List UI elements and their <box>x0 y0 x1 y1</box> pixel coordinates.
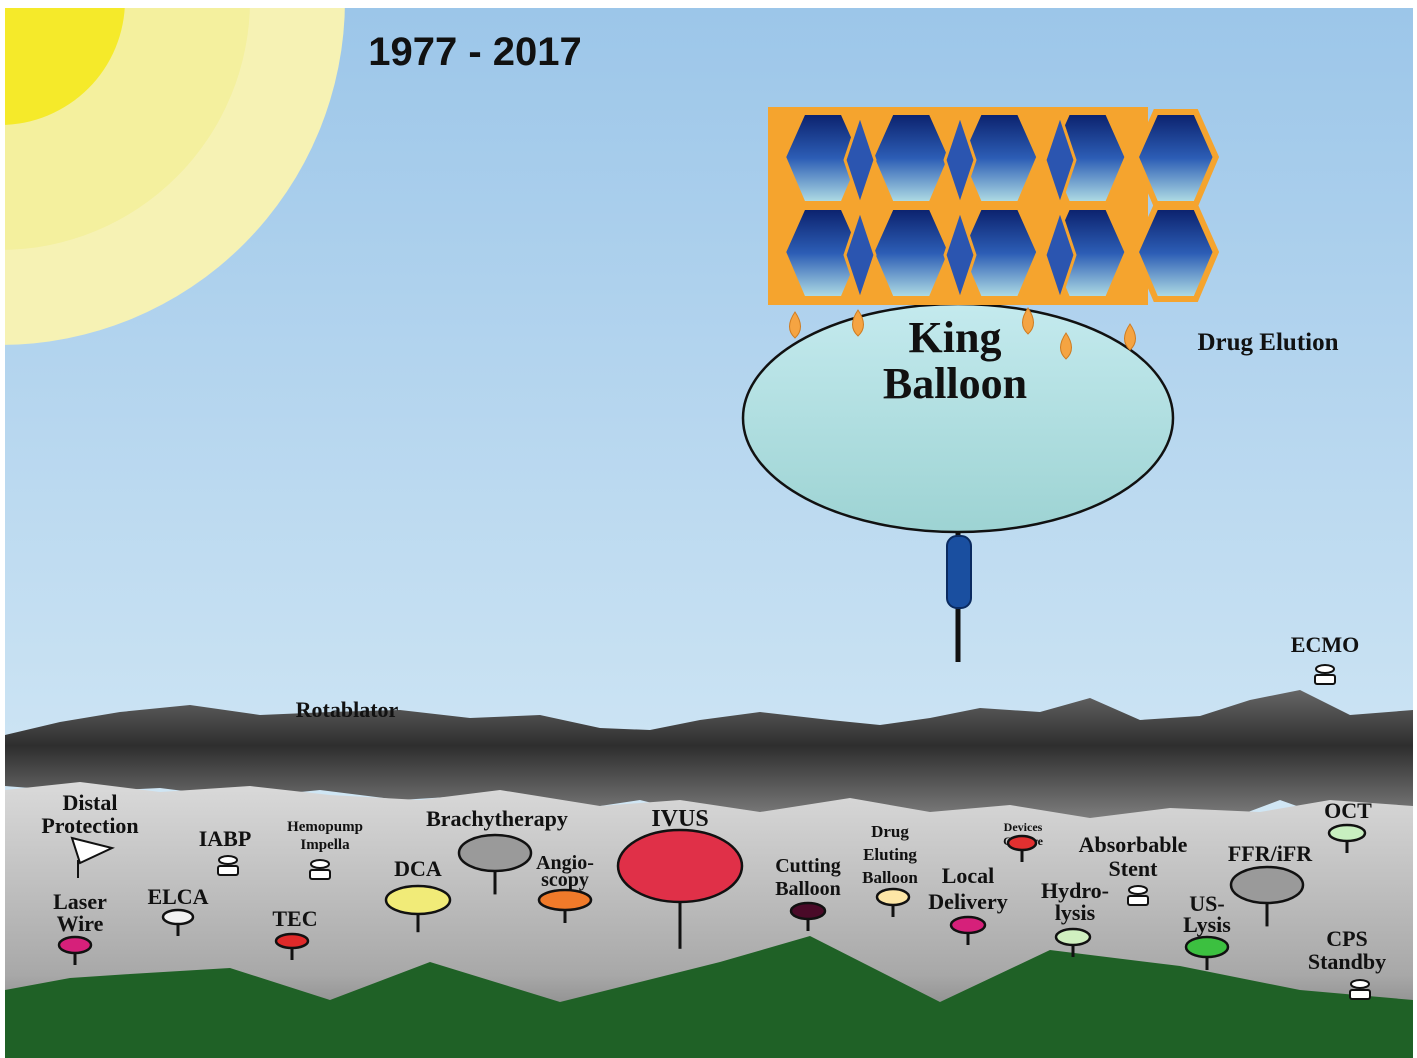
device-balloon <box>1231 867 1303 903</box>
device-label: ECMO <box>1291 632 1359 657</box>
device-label: lysis <box>1055 900 1096 925</box>
device-label: Lysis <box>1183 912 1231 937</box>
device-label: Brachytherapy <box>426 806 568 831</box>
device-label: Hemopump <box>287 819 363 835</box>
stent-cell <box>871 207 951 299</box>
device-balloon <box>1329 825 1365 841</box>
device-balloon <box>459 835 531 871</box>
illustration: 1977 - 2017 King Balloon Drug Elution Ro… <box>0 0 1417 1058</box>
border <box>0 0 5 1058</box>
device-balloon <box>276 934 308 948</box>
border <box>0 0 1417 8</box>
device-console <box>218 866 238 875</box>
device-label: Stent <box>1109 856 1159 881</box>
device-label: TEC <box>272 906 317 931</box>
device-console <box>1315 675 1335 684</box>
device-balloon <box>1351 980 1369 988</box>
device-balloon <box>59 937 91 953</box>
device-label: scopy <box>541 869 589 891</box>
device-balloon <box>1056 929 1090 945</box>
device-balloon <box>1129 886 1147 894</box>
device-balloon <box>1008 836 1036 850</box>
device-balloon <box>219 856 237 864</box>
device-balloon <box>618 830 742 902</box>
device-balloon <box>1186 937 1228 957</box>
balloon-label: King <box>909 313 1002 362</box>
device-label: Eluting <box>863 845 917 864</box>
device-label: IVUS <box>651 806 708 832</box>
device-balloon <box>791 903 825 919</box>
device-label: DCA <box>394 856 442 881</box>
device-label: Distal <box>63 790 118 815</box>
stent-cell <box>1136 112 1216 204</box>
device-console <box>310 870 330 879</box>
device-label: FFR/iFR <box>1228 841 1313 866</box>
device-label: OCT <box>1324 798 1372 823</box>
device-label: Rotablator <box>296 697 399 722</box>
device-label: Balloon <box>862 868 918 887</box>
device-label: Balloon <box>775 878 841 900</box>
device-balloon <box>163 910 193 924</box>
device-balloon <box>877 889 909 905</box>
device-label: ELCA <box>147 884 208 909</box>
device-label: Drug <box>871 822 909 841</box>
stent-cell <box>1136 207 1216 299</box>
device-balloon <box>539 890 591 910</box>
device-balloon <box>951 917 985 933</box>
device-label: Absorbable <box>1079 832 1188 857</box>
device-label: Delivery <box>928 889 1007 914</box>
device-label: Wire <box>57 911 104 936</box>
device-label: Impella <box>300 837 350 853</box>
device-console <box>1128 896 1148 905</box>
device-label: Devices <box>1004 820 1043 834</box>
device-label: Local <box>942 863 995 888</box>
device-label: Standby <box>1308 949 1386 974</box>
device-balloon <box>1316 665 1334 673</box>
balloon-label: Balloon <box>883 359 1027 408</box>
stent-cell <box>871 112 951 204</box>
title: 1977 - 2017 <box>368 30 582 74</box>
gondola <box>947 536 971 608</box>
feature-label: Drug Elution <box>1197 329 1338 356</box>
device-label: Protection <box>41 813 138 838</box>
device-label: CPS <box>1326 926 1368 951</box>
device-balloon <box>386 886 450 914</box>
device-balloon <box>311 860 329 868</box>
device-label: IABP <box>199 826 252 851</box>
device-label: Cutting <box>775 855 841 877</box>
device-console <box>1350 990 1370 999</box>
